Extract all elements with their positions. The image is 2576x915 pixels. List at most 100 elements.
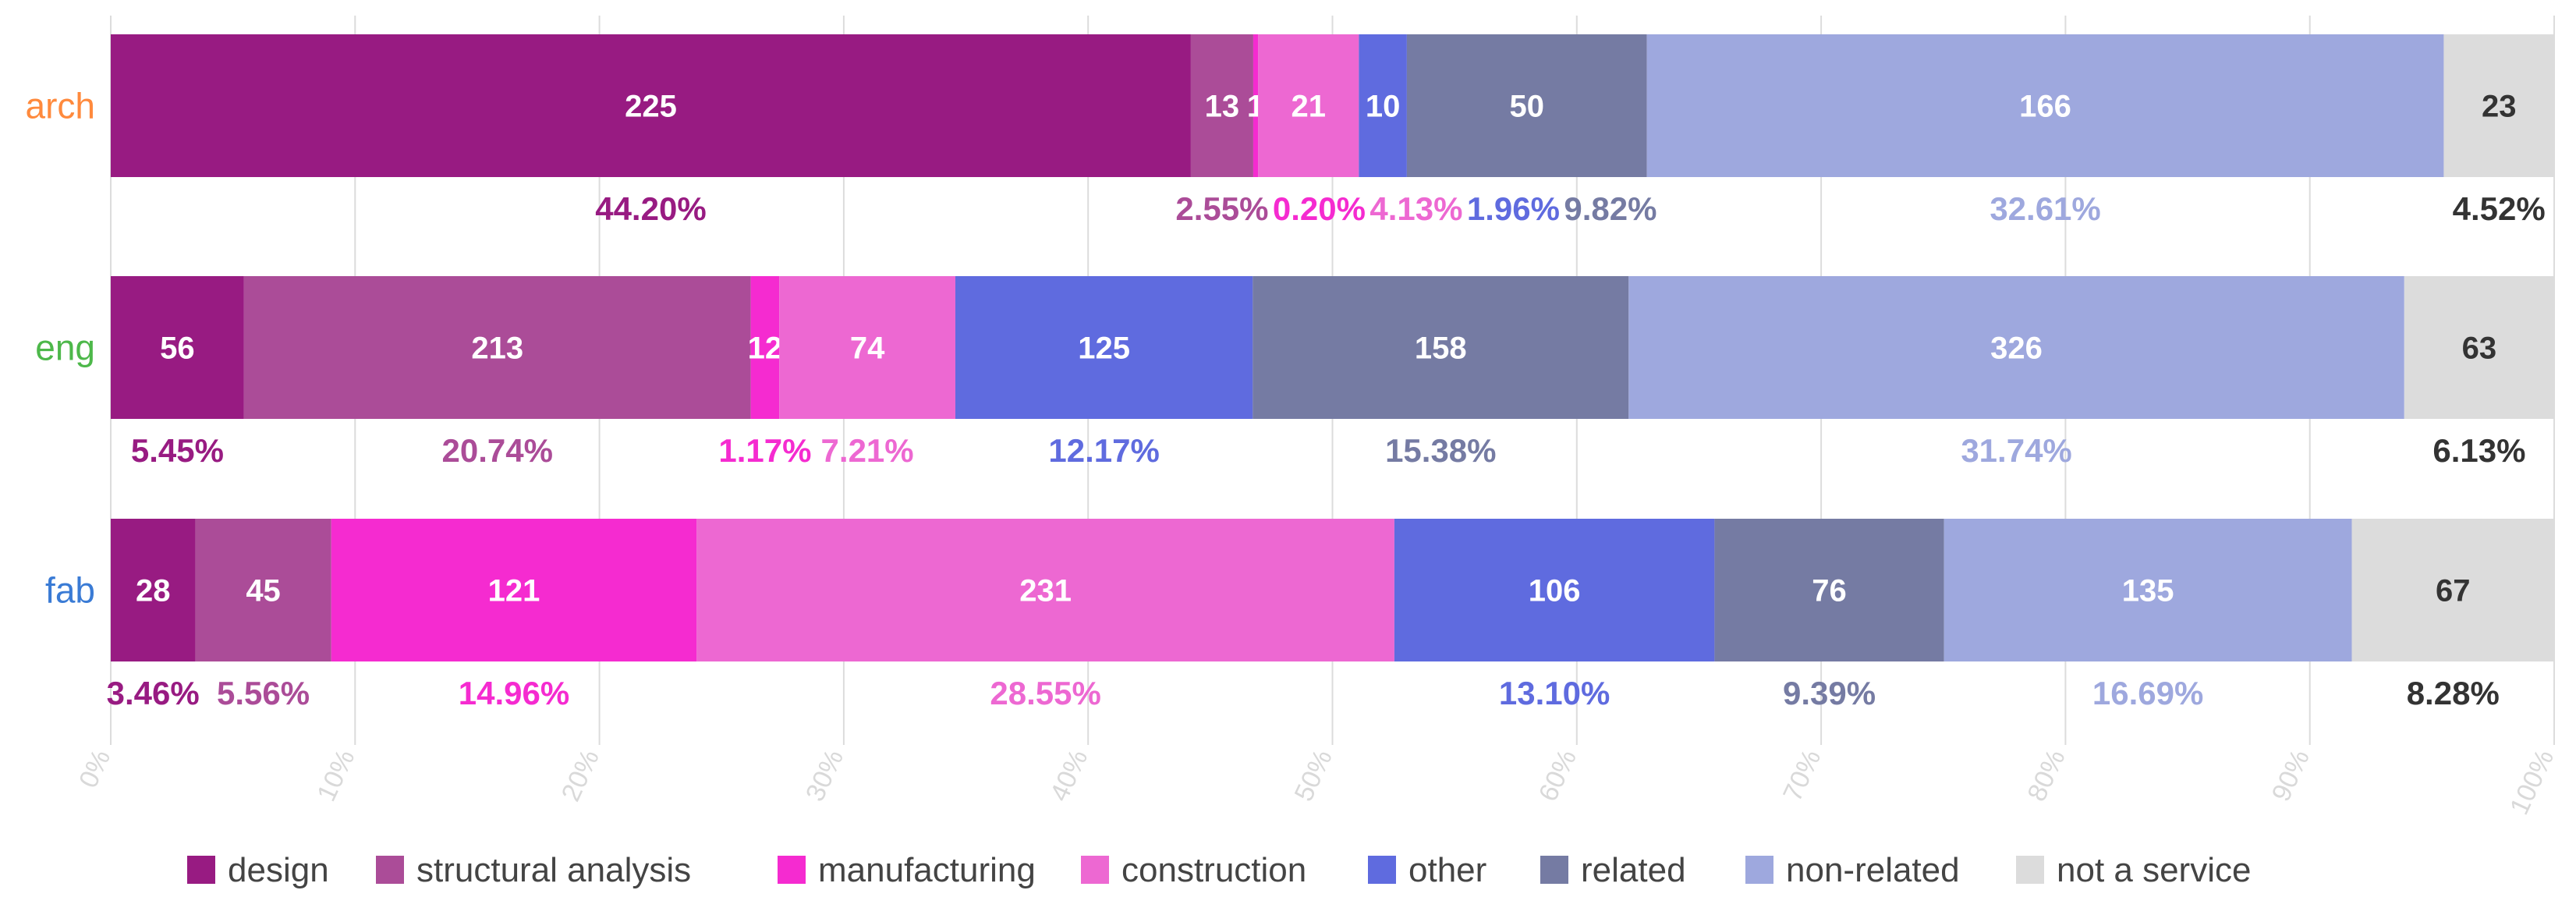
legend-label-construction: construction [1121, 851, 1306, 889]
percent-label: 28.55% [990, 675, 1100, 711]
bar-segment-eng-3 [750, 276, 780, 419]
x-tick-label: 40% [1044, 745, 1093, 806]
bar-segment-arch-3 [1253, 34, 1259, 177]
bar-segment-eng-8 [2404, 276, 2554, 419]
percent-label: 4.13% [1369, 190, 1462, 227]
legend-swatch [376, 856, 404, 884]
bar-segment-eng-7 [1628, 276, 2404, 419]
value-label: 12 [748, 332, 783, 366]
value-label: 106 [1529, 574, 1581, 608]
legend-swatch [1081, 856, 1109, 884]
percent-label: 4.52% [2453, 190, 2546, 227]
bar-segment-eng-5 [955, 276, 1253, 419]
bar-segment-arch-4 [1258, 34, 1359, 177]
bar-segment-fab-1 [111, 519, 196, 661]
value-label: 67 [2436, 574, 2471, 608]
x-tick-label: 70% [1777, 745, 1827, 806]
value-label: 135 [2122, 574, 2174, 608]
bar-segment-fab-4 [696, 519, 1394, 661]
bar-segment-arch-2 [1190, 34, 1253, 177]
value-label: 231 [1019, 574, 1072, 608]
percent-label: 12.17% [1048, 432, 1159, 469]
x-tick-label: 100% [2504, 745, 2560, 819]
value-label: 45 [246, 574, 281, 608]
bar-segment-fab-3 [331, 519, 697, 661]
bar-segment-fab-6 [1714, 519, 1944, 661]
bar-segment-eng-1 [111, 276, 244, 419]
value-label: 28 [136, 574, 171, 608]
percent-label: 6.13% [2432, 432, 2525, 469]
percent-label: 16.69% [2092, 675, 2203, 711]
bar-segment-arch-8 [2443, 34, 2554, 177]
percent-label: 1.96% [1467, 190, 1560, 227]
percent-label: 0.20% [1273, 190, 1366, 227]
value-label: 225 [625, 90, 677, 124]
percent-label: 8.28% [2407, 675, 2500, 711]
percent-label: 7.21% [821, 432, 914, 469]
value-label: 166 [2019, 90, 2071, 124]
percent-label: 20.74% [442, 432, 553, 469]
value-label: 158 [1415, 332, 1467, 366]
x-tick-label: 30% [800, 745, 849, 806]
legend-label-design: design [228, 851, 329, 889]
value-label: 56 [160, 332, 195, 366]
percent-label: 2.55% [1175, 190, 1268, 227]
value-label: 50 [1510, 90, 1545, 124]
bar-segment-arch-5 [1359, 34, 1407, 177]
value-label: 10 [1366, 90, 1401, 124]
percent-label: 44.20% [595, 190, 706, 227]
value-label: 76 [1812, 574, 1847, 608]
x-tick-label: 80% [2021, 745, 2071, 806]
percent-label: 5.56% [217, 675, 310, 711]
bar-segment-arch-1 [111, 34, 1191, 177]
bar-segment-arch-6 [1406, 34, 1647, 177]
x-tick-label: 90% [2266, 745, 2316, 806]
legend-swatch [2016, 856, 2044, 884]
percent-label: 1.17% [718, 432, 811, 469]
category-label-fab: fab [45, 570, 95, 611]
x-tick-label: 50% [1289, 745, 1338, 806]
bar-segment-fab-5 [1394, 519, 1715, 661]
percent-label: 9.82% [1564, 190, 1657, 227]
value-label: 125 [1078, 332, 1130, 366]
legend-label-related: related [1581, 851, 1686, 889]
bar-segment-fab-2 [195, 519, 331, 661]
bar-segment-arch-7 [1646, 34, 2444, 177]
value-label: 21 [1291, 90, 1326, 124]
legend-label-manufacturing: manufacturing [818, 851, 1036, 889]
legend-swatch [187, 856, 215, 884]
percent-label: 14.96% [459, 675, 569, 711]
percent-label: 32.61% [1990, 190, 2100, 227]
x-tick-label: 10% [311, 745, 360, 806]
x-tick-label: 20% [556, 745, 605, 806]
value-label: 213 [471, 332, 523, 366]
x-tick-label: 0% [73, 745, 116, 793]
legend-label-not-a-service: not a service [2057, 851, 2251, 889]
bar-segment-eng-6 [1253, 276, 1629, 419]
legend-label-non-related: non-related [1786, 851, 1960, 889]
bar-segment-eng-2 [243, 276, 751, 419]
x-tick-label: 60% [1533, 745, 1582, 806]
bar-segment-eng-4 [779, 276, 955, 419]
legend-swatch [1540, 856, 1568, 884]
category-label-eng: eng [35, 328, 95, 368]
percent-label: 9.39% [1783, 675, 1876, 711]
percent-label: 5.45% [131, 432, 224, 469]
value-label: 63 [2462, 332, 2497, 366]
bar-segment-fab-7 [1944, 519, 2352, 661]
value-label: 326 [1990, 332, 2043, 366]
value-label: 74 [850, 332, 885, 366]
value-label: 13 [1205, 90, 1240, 124]
legend-swatch [1368, 856, 1396, 884]
legend-label-other: other [1408, 851, 1486, 889]
percent-label: 15.38% [1385, 432, 1496, 469]
bar-segment-fab-8 [2351, 519, 2554, 661]
percent-label: 3.46% [107, 675, 200, 711]
percent-label: 13.10% [1499, 675, 1610, 711]
percent-label: 31.74% [1961, 432, 2071, 469]
legend-swatch [1745, 856, 1773, 884]
legend-label-structural-analysis: structural analysis [416, 851, 691, 889]
legend-swatch [778, 856, 806, 884]
